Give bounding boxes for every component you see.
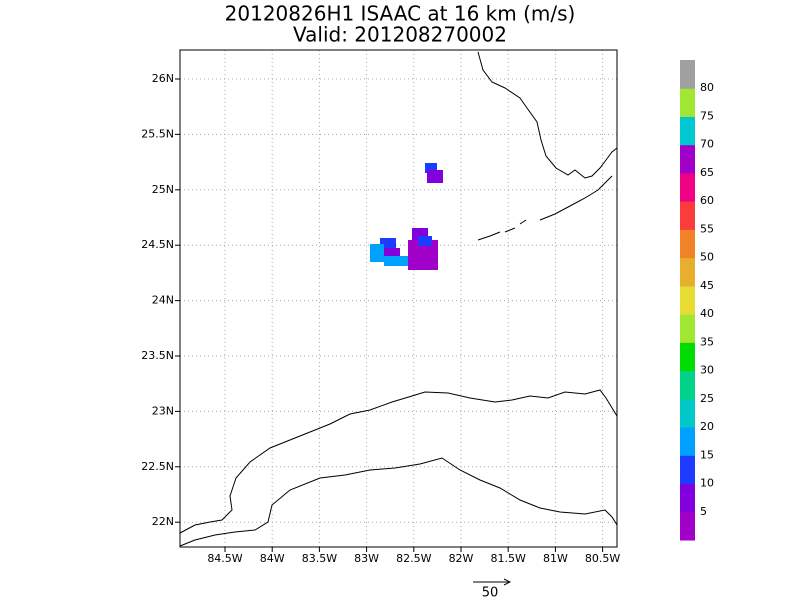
lon-tick-label: 84.5W <box>207 552 242 565</box>
lat-tick-label: 22.5N <box>141 460 174 473</box>
lat-tick-label: 22N <box>152 515 174 528</box>
vector-scale-label: 50 <box>482 586 499 601</box>
colorbar-label: 60 <box>700 194 714 207</box>
colorbar-segment <box>680 427 695 456</box>
colorbar-segment <box>680 511 695 541</box>
colorbar-segment <box>680 314 695 343</box>
colorbar-label: 50 <box>700 251 714 264</box>
colorbar-label: 45 <box>700 279 714 292</box>
colorbar-label: 80 <box>700 81 714 94</box>
lat-tick-label: 25.5N <box>141 127 174 140</box>
colorbar-label: 10 <box>700 477 714 490</box>
coastline <box>477 51 618 179</box>
colorbar-label: 65 <box>700 166 714 179</box>
vector-arrow-head <box>503 578 512 586</box>
lat-tick-label: 24N <box>152 294 174 307</box>
colorbar-label: 5 <box>700 505 707 518</box>
keys <box>477 175 613 241</box>
subtitle: Valid: 201208270002 <box>293 23 507 47</box>
wind-cells <box>370 163 443 270</box>
colorbar-segment <box>680 285 695 315</box>
lon-tick-label: 84W <box>260 552 285 565</box>
colorbar-label: 30 <box>700 364 714 377</box>
lon-tick-label: 81.5W <box>491 552 526 565</box>
colorbar-label: 70 <box>700 138 714 151</box>
map-frame <box>179 49 618 548</box>
colorbar-segment <box>680 116 695 146</box>
colorbar-segment <box>680 172 695 202</box>
colorbar-segment <box>680 201 695 230</box>
colorbar-segment <box>680 144 695 174</box>
lon-tick-label: 83W <box>354 552 379 565</box>
colorbar-segment <box>680 229 695 259</box>
lon-tick-label: 83.5W <box>302 552 337 565</box>
colorbar-label: 35 <box>700 335 714 348</box>
lat-tick-label: 25N <box>152 183 174 196</box>
colorbar-label: 75 <box>700 109 714 122</box>
colorbar-label: 20 <box>700 420 714 433</box>
colorbar-segment <box>680 257 695 287</box>
lon-tick-label: 81W <box>543 552 568 565</box>
colorbar-label: 15 <box>700 448 714 461</box>
lon-tick-label: 80.5W <box>585 552 620 565</box>
colorbar-segment <box>680 60 695 89</box>
lon-tick-label: 82W <box>449 552 474 565</box>
colorbar-segment <box>680 88 695 117</box>
colorbar-label: 55 <box>700 222 714 235</box>
colorbar-segment <box>680 398 695 428</box>
colorbar-segment <box>680 483 695 513</box>
title: 20120826H1 ISAAC at 16 km (m/s) <box>225 2 576 26</box>
lat-tick-label: 24.5N <box>141 238 174 251</box>
lon-tick-label: 82.5W <box>396 552 431 565</box>
colorbar-segment <box>680 455 695 485</box>
lat-tick-label: 23N <box>152 404 174 417</box>
colorbar-label: 25 <box>700 392 714 405</box>
lat-tick-label: 23.5N <box>141 349 174 362</box>
colorbar-segment <box>680 342 695 372</box>
colorbar-label: 40 <box>700 307 714 320</box>
colorbar-segment <box>680 370 695 400</box>
cuba-coast <box>179 389 618 547</box>
lat-tick-label: 26N <box>152 72 174 85</box>
